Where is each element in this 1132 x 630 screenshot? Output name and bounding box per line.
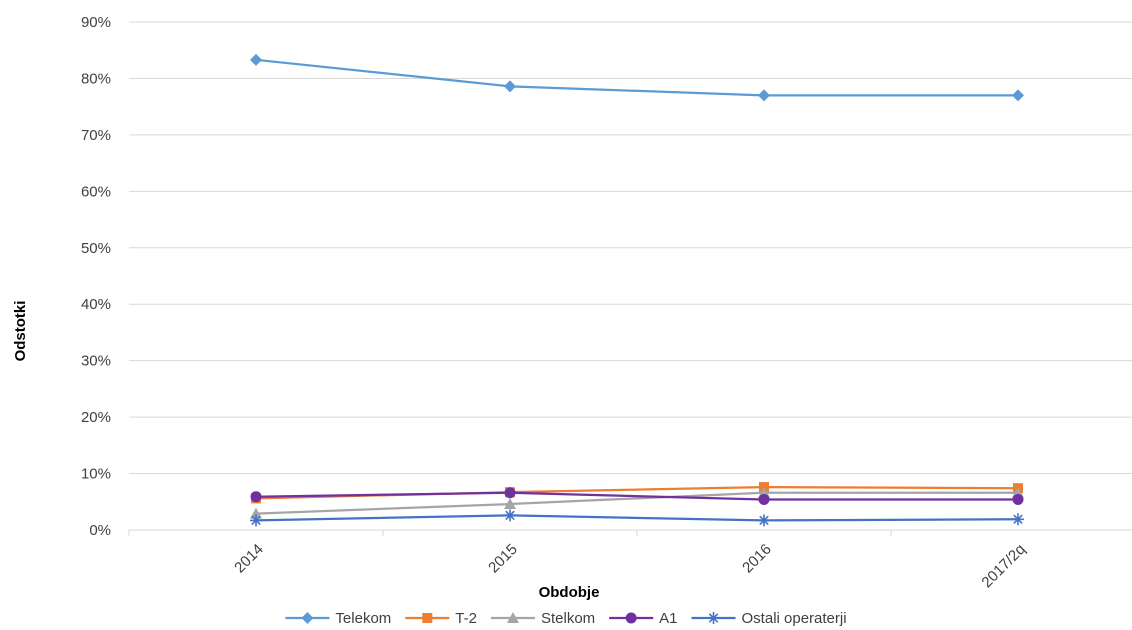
legend-marker xyxy=(625,612,637,624)
series-line xyxy=(255,58,1018,97)
y-axis-title: Odstotki xyxy=(12,301,29,362)
series-lines xyxy=(250,53,1024,527)
legend-item: A1 xyxy=(609,610,678,627)
y-axis-tick-labels: 0% 10% 20% 30% 40% 50% 60% 70% 80% 90% xyxy=(81,14,111,539)
series-telekom xyxy=(250,53,1024,102)
legend-item: Telekom xyxy=(285,610,391,627)
legend-item: Ostali operaterji xyxy=(691,610,847,627)
series-ostali-operaterji xyxy=(250,509,1024,527)
legend-marker xyxy=(301,612,314,624)
y-tick-label: 20% xyxy=(81,409,111,426)
series-line xyxy=(255,514,1019,522)
y-tick-label: 90% xyxy=(81,14,111,31)
legend-item: Stelkom xyxy=(490,610,595,627)
data-point xyxy=(758,494,770,506)
y-tick-label: 40% xyxy=(81,296,111,313)
x-tick-label: 2017/2q xyxy=(978,541,1028,591)
legend-label: A1 xyxy=(659,610,677,627)
data-point xyxy=(1012,494,1024,506)
data-point xyxy=(1012,89,1024,102)
y-tick-label: 10% xyxy=(81,466,111,483)
series-line xyxy=(255,491,1018,501)
x-tick-label: 2014 xyxy=(231,541,267,577)
data-point xyxy=(250,507,262,519)
data-point xyxy=(504,487,516,499)
data-point xyxy=(504,509,516,522)
legend-label: Stelkom xyxy=(541,610,595,627)
legend-label: T-2 xyxy=(455,610,477,627)
legend-marker xyxy=(422,613,433,623)
y-tick-label: 0% xyxy=(89,522,111,539)
data-point xyxy=(504,80,516,93)
data-point xyxy=(758,514,770,527)
x-tick-label: 2015 xyxy=(485,541,521,577)
y-tick-label: 50% xyxy=(81,240,111,257)
x-tick-label: 2016 xyxy=(739,541,775,577)
data-point xyxy=(250,491,262,503)
series-stelkom xyxy=(250,486,1024,519)
x-axis-title: Obdobje xyxy=(539,584,600,601)
gridlines xyxy=(129,21,1132,475)
legend: Telekom T-2 Stelkom A1 Ostali operaterji xyxy=(285,610,847,627)
legend-label: Telekom xyxy=(335,610,391,627)
x-axis-tick-labels: 2014 2015 2016 2017/2q xyxy=(128,530,1029,591)
data-point xyxy=(1012,513,1024,526)
legend-marker xyxy=(506,612,519,623)
data-point xyxy=(250,53,262,66)
series-a1 xyxy=(250,487,1024,506)
data-point xyxy=(250,514,262,527)
y-tick-label: 60% xyxy=(81,183,111,200)
legend-item: T-2 xyxy=(405,610,477,627)
y-tick-label: 80% xyxy=(81,70,111,87)
series-line xyxy=(255,491,1018,515)
data-point xyxy=(504,498,516,510)
y-tick-label: 70% xyxy=(81,127,111,144)
y-tick-label: 30% xyxy=(81,353,111,370)
legend-label: Ostali operaterji xyxy=(742,610,847,627)
legend-marker xyxy=(707,612,720,624)
data-point xyxy=(758,89,770,102)
